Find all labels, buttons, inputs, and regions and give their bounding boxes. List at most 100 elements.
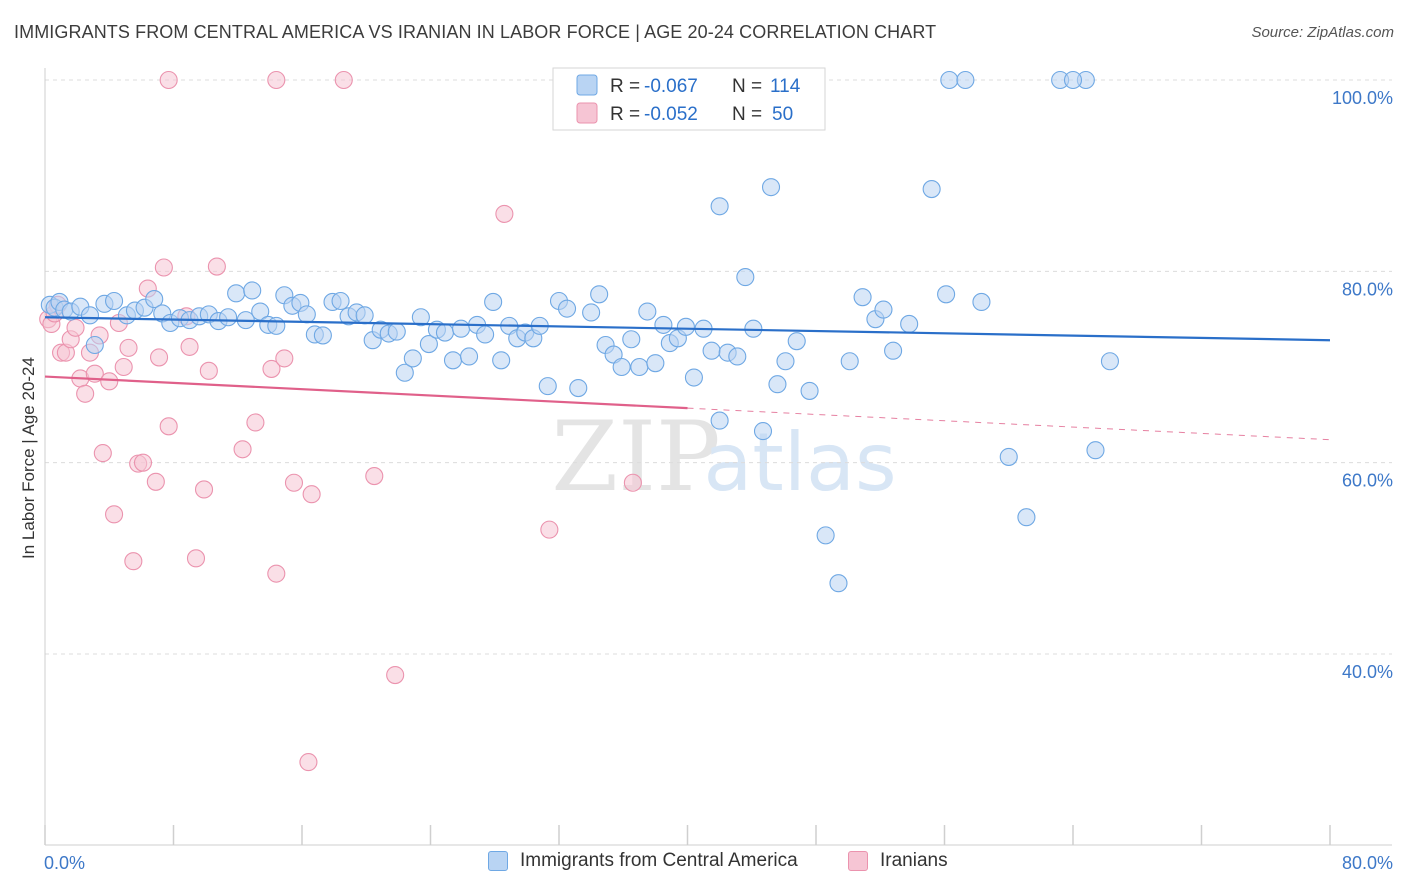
iranian-point-25	[154, 258, 173, 277]
central-america-point-72	[638, 302, 657, 321]
iranian-point-46	[495, 204, 514, 223]
central-america-point-101	[937, 285, 956, 304]
central-america-point-65	[582, 303, 601, 322]
central-america-point-97	[874, 300, 893, 319]
legend: R = -0.067 N = 114 R = -0.052 N = 50	[552, 67, 826, 131]
iranian-point-38	[267, 70, 286, 90]
central-america-point-71	[630, 357, 649, 377]
iranian-point-37	[267, 564, 286, 583]
trend-line-central-america	[44, 316, 1331, 342]
x-tick-labels: 0.0% 80.0%	[44, 853, 1393, 873]
bottom-legend-item-central: Immigrants from Central America	[488, 850, 798, 872]
central-america-point-89	[776, 352, 795, 371]
iranian-point-48	[623, 473, 642, 492]
legend-swatch-central	[576, 74, 598, 96]
legend-box	[552, 67, 826, 131]
central-america-point-102	[940, 70, 959, 90]
legend-r-label-iranians: R =	[610, 104, 645, 125]
iranian-point-42	[302, 485, 321, 504]
iranian-point-13	[93, 444, 112, 463]
central-america-point-91	[800, 381, 819, 400]
iranian-point-35	[246, 413, 265, 432]
central-america-point-31	[297, 305, 316, 324]
iranian-point-39	[275, 349, 294, 368]
central-america-point-112	[710, 197, 729, 216]
central-america-point-49	[443, 351, 463, 370]
axes	[44, 68, 1392, 846]
central-america-point-103	[956, 70, 975, 90]
legend-swatch-iranians	[576, 102, 598, 124]
central-america-point-42	[387, 322, 406, 341]
trend-line-iranians	[44, 375, 688, 410]
central-america-point-24	[243, 281, 262, 300]
iranian-point-17	[114, 357, 133, 377]
central-america-point-81	[710, 411, 729, 430]
central-america-point-66	[590, 285, 609, 304]
central-america-point-104	[972, 292, 991, 311]
iranian-point-31	[194, 480, 214, 499]
legend-n-value-iranians: 50	[772, 104, 793, 125]
bottom-legend-swatch-central	[488, 851, 508, 871]
y-axis-label: In Labor Force | Age 20-24	[19, 357, 38, 559]
central-america-point-6	[80, 306, 100, 325]
central-america-point-111	[1063, 70, 1083, 90]
central-america-point-63	[557, 299, 577, 318]
iranian-point-34	[233, 440, 252, 459]
central-america-point-38	[355, 306, 374, 325]
iranian-point-14	[100, 372, 119, 391]
iranian-point-9	[76, 384, 95, 403]
central-america-point-77	[676, 317, 695, 336]
y-tick-label-0: 100.0%	[1332, 88, 1393, 108]
legend-r-value-iranians: -0.052	[644, 104, 698, 125]
iranian-point-41	[299, 753, 318, 772]
central-america-point-43	[395, 363, 414, 382]
central-america-point-53	[476, 325, 495, 344]
central-america-point-83	[728, 347, 747, 366]
central-america-point-90	[787, 332, 806, 351]
watermark-zip: ZIP	[551, 401, 720, 513]
central-america-point-61	[538, 377, 557, 396]
central-america-point-9	[105, 291, 124, 311]
iranian-point-43	[334, 70, 353, 90]
central-america-point-69	[612, 357, 631, 377]
iranian-point-23	[146, 472, 165, 491]
iranian-point-40	[284, 473, 304, 492]
central-america-point-86	[753, 422, 773, 441]
y-tick-label-2: 60.0%	[1342, 471, 1393, 491]
central-america-point-106	[1017, 508, 1036, 527]
iranian-point-7	[66, 318, 85, 337]
legend-n-label-iranians: N =	[732, 104, 767, 125]
iranian-point-32	[199, 361, 218, 380]
legend-n-value-central: 114	[770, 76, 801, 97]
central-america-point-93	[829, 574, 848, 593]
central-america-point-21	[219, 308, 238, 327]
iranian-point-33	[207, 257, 226, 276]
iranian-point-26	[159, 417, 178, 436]
legend-r-value-central: -0.067	[644, 76, 698, 97]
iranian-point-15	[105, 505, 124, 524]
central-america-point-78	[684, 368, 703, 387]
central-america-point-27	[267, 316, 286, 335]
central-america-point-73	[646, 354, 665, 373]
central-america-point-94	[840, 352, 859, 371]
central-america-points	[40, 70, 1119, 593]
bottom-legend-label-iranians: Iranians	[880, 850, 948, 871]
central-america-point-22	[227, 284, 246, 303]
iranian-point-21	[133, 453, 153, 472]
central-america-point-7	[85, 335, 104, 355]
iranian-point-24	[149, 348, 169, 367]
bottom-legend: Immigrants from Central America Iranians	[0, 850, 1406, 878]
iranian-point-44	[365, 467, 384, 486]
central-america-point-45	[411, 308, 430, 327]
central-america-point-80	[702, 341, 721, 360]
central-america-point-55	[492, 351, 511, 370]
central-america-point-46	[419, 334, 438, 354]
central-america-point-88	[768, 375, 787, 394]
iranian-point-27	[159, 70, 178, 90]
central-america-point-35	[331, 291, 350, 311]
source-label: Source: ZipAtlas.com	[1251, 24, 1394, 41]
central-america-point-54	[484, 292, 503, 311]
central-america-point-95	[853, 288, 872, 307]
central-america-point-92	[816, 526, 835, 545]
iranian-point-36	[262, 359, 281, 378]
